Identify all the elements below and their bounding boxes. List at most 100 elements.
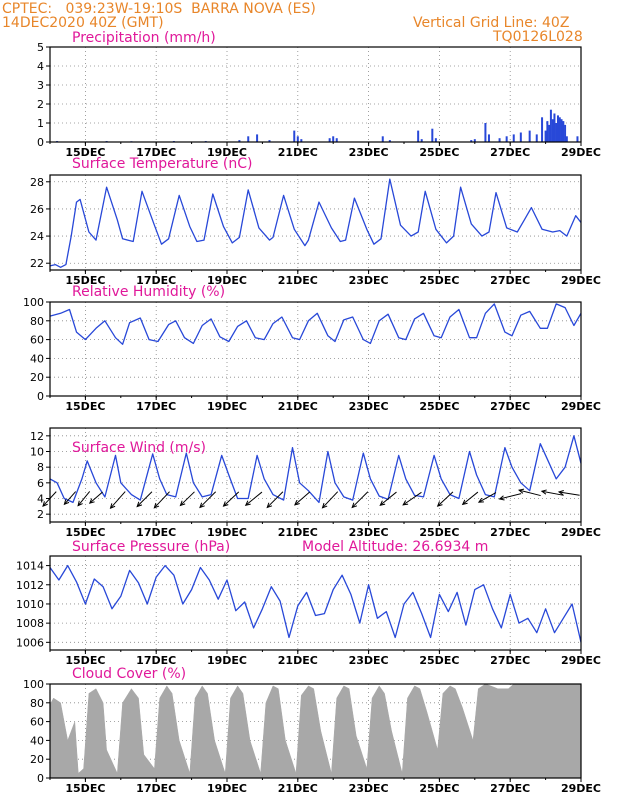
wind-arrow-head <box>321 502 328 509</box>
x-tick-label: 23DEC <box>349 654 389 667</box>
precip-bar <box>544 130 547 142</box>
wind-arrow <box>517 488 541 497</box>
wind-arrow-head <box>42 501 48 507</box>
wind-arrow-shaft <box>110 491 126 509</box>
x-tick-label: 19DEC <box>207 400 247 413</box>
wind-arrow-shaft <box>223 491 240 507</box>
y-tick-label: 26 <box>30 203 44 216</box>
x-tick-label: 15DEC <box>65 526 105 539</box>
panel-temp <box>46 174 582 274</box>
wind-arrow-head <box>379 500 386 506</box>
wind-arrow-shaft <box>462 491 479 505</box>
x-tick-label: 15DEC <box>65 782 105 795</box>
y-tick-label: 60 <box>30 716 44 729</box>
y-tick-label: 1014 <box>16 560 44 573</box>
precip-bar <box>576 136 579 142</box>
precip-bar <box>388 140 391 142</box>
wind-arrow-shaft <box>351 491 369 508</box>
x-tick-label: 19DEC <box>207 274 247 287</box>
wind-arrow <box>402 491 422 506</box>
y-tick-label: 1008 <box>16 617 44 630</box>
x-tick-label: 25DEC <box>419 274 459 287</box>
x-tick-label: 19DEC <box>207 146 247 159</box>
x-tick-label: 19DEC <box>207 782 247 795</box>
y-tick-label: 100 <box>23 678 44 691</box>
wind-arrow <box>77 491 91 507</box>
precip-bar <box>381 136 384 142</box>
precip-bar <box>434 138 437 142</box>
x-tick-label: 27DEC <box>490 400 530 413</box>
wind-arrow-shaft <box>266 491 284 508</box>
x-tick-label: 25DEC <box>419 654 459 667</box>
wind-arrow-head <box>179 500 186 507</box>
model-header: TQ0126L028 <box>493 29 583 45</box>
precip-bar <box>473 139 476 142</box>
precip-bar <box>300 139 303 142</box>
x-tick-label: 23DEC <box>349 526 389 539</box>
wind-arrow <box>266 491 284 509</box>
x-tick-label: 19DEC <box>207 654 247 667</box>
precip-bar <box>555 123 558 142</box>
y-tick-label: 80 <box>30 697 44 710</box>
wind-arrow-head <box>77 500 83 507</box>
grid-line-header: Vertical Grid Line: 40Z <box>413 15 570 31</box>
precip-bar <box>484 123 487 142</box>
x-tick-label: 17DEC <box>136 782 176 795</box>
wind-arrow <box>136 491 153 508</box>
precip-bar <box>296 136 299 142</box>
x-tick-label: 21DEC <box>278 400 318 413</box>
x-tick-label: 15DEC <box>65 400 105 413</box>
wind-arrow-shaft <box>63 491 77 505</box>
wind-arrow-shaft <box>153 491 170 509</box>
cloud-cover-area <box>49 683 582 779</box>
precip-bar <box>553 113 556 142</box>
panel-frame <box>49 427 582 523</box>
y-tick-label: 0 <box>37 390 44 403</box>
y-tick-label: 4 <box>37 493 44 506</box>
station-header: CPTEC: 039:23W-19:10S BARRA NOVA (ES) <box>2 1 316 17</box>
precip-bar <box>268 140 271 142</box>
wind-arrow-head <box>266 502 273 509</box>
panel-frame <box>49 174 582 271</box>
panel-title-wind: Surface Wind (m/s) <box>72 440 206 456</box>
x-tick-label: 23DEC <box>349 274 389 287</box>
x-tick-label: 17DEC <box>136 274 176 287</box>
wind-arrow <box>63 491 77 506</box>
wind-arrow-head <box>436 501 443 507</box>
x-tick-label: 27DEC <box>490 146 530 159</box>
y-tick-label: 24 <box>30 230 44 243</box>
wind-arrow-head <box>498 495 505 501</box>
precip-bar <box>505 136 508 142</box>
wind-arrow <box>379 491 397 506</box>
panel-rh <box>46 301 582 400</box>
wind-arrow <box>498 493 522 501</box>
wind-arrow-head <box>153 502 160 509</box>
wind-arrow-head <box>136 501 143 508</box>
wind-arrow-shaft <box>136 491 153 507</box>
wind-arrow-shaft <box>89 491 103 504</box>
wind-arrow-shaft <box>77 491 91 506</box>
wind-arrow-head <box>63 499 70 506</box>
precip-bar <box>551 119 554 142</box>
x-tick-label: 19DEC <box>207 526 247 539</box>
wind-arrow <box>321 491 339 509</box>
wind-arrow <box>294 491 310 506</box>
wind-series-line <box>49 435 582 504</box>
y-tick-label: 1006 <box>16 636 44 649</box>
wind-arrow-head <box>222 501 229 507</box>
wind-arrow-head <box>461 499 468 506</box>
x-tick-label: 17DEC <box>136 146 176 159</box>
wind-arrow <box>222 491 240 507</box>
panel-title-temp: Surface Temperature (nC) <box>72 156 253 172</box>
wind-arrow-shaft <box>379 491 397 506</box>
x-tick-label: 21DEC <box>278 654 318 667</box>
x-tick-label: 25DEC <box>419 400 459 413</box>
x-tick-label: 29DEC <box>561 146 601 159</box>
wind-arrow-shaft <box>294 491 310 506</box>
panel-title-rh: Relative Humidity (%) <box>72 284 225 300</box>
x-tick-label: 15DEC <box>65 654 105 667</box>
wind-arrow-shaft <box>199 491 217 508</box>
precip-bar <box>565 136 568 142</box>
wind-arrow <box>179 491 195 507</box>
